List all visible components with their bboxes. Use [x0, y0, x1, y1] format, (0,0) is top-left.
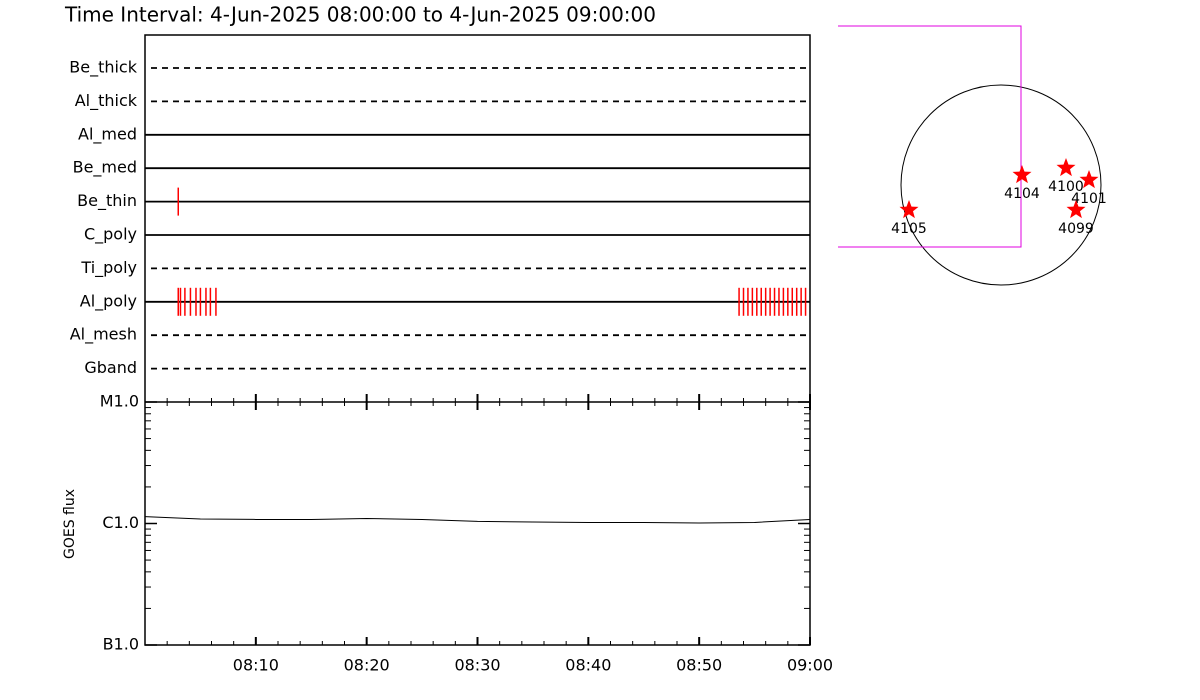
row-label: Al_mesh [70, 325, 137, 345]
x-tick-label: 08:40 [565, 656, 611, 675]
row-label: Be_med [73, 158, 137, 178]
region-label: 4104 [1004, 186, 1040, 202]
region-star [1012, 165, 1032, 184]
goes-line [144, 516, 811, 524]
x-tick-label: 08:10 [233, 656, 279, 675]
region-star [1066, 200, 1086, 219]
x-tick-label: 08:20 [344, 656, 390, 675]
region-star [899, 200, 919, 219]
x-tick-label: 08:50 [676, 656, 722, 675]
y-tick-label: B1.0 [103, 635, 139, 654]
region-label: 4100 [1048, 179, 1084, 195]
region-star [1079, 170, 1099, 189]
y-tick-label: M1.0 [100, 392, 139, 411]
row-label: Al_thick [75, 91, 138, 111]
row-label: Al_med [78, 124, 137, 144]
row-label: Be_thin [77, 191, 137, 211]
field-of-view [838, 25, 1022, 248]
x-tick-label: 09:00 [787, 656, 833, 675]
row-label: Be_thick [69, 58, 137, 78]
region-label: 4101 [1071, 191, 1107, 207]
chart-title: Time Interval: 4-Jun-2025 08:00:00 to 4-… [64, 3, 656, 27]
row-label: Ti_poly [80, 258, 137, 278]
y-axis-label: GOES flux [62, 489, 78, 559]
region-star [1056, 158, 1076, 177]
plot-frame [144, 34, 811, 646]
row-label: C_poly [84, 225, 137, 245]
region-label: 4099 [1058, 221, 1094, 237]
region-label: 4105 [891, 221, 927, 237]
row-label: Gband [84, 358, 137, 377]
x-tick-label: 08:30 [454, 656, 500, 675]
solar-disk [900, 84, 1102, 286]
y-tick-label: C1.0 [102, 513, 139, 532]
row-label: Al_poly [80, 291, 137, 311]
